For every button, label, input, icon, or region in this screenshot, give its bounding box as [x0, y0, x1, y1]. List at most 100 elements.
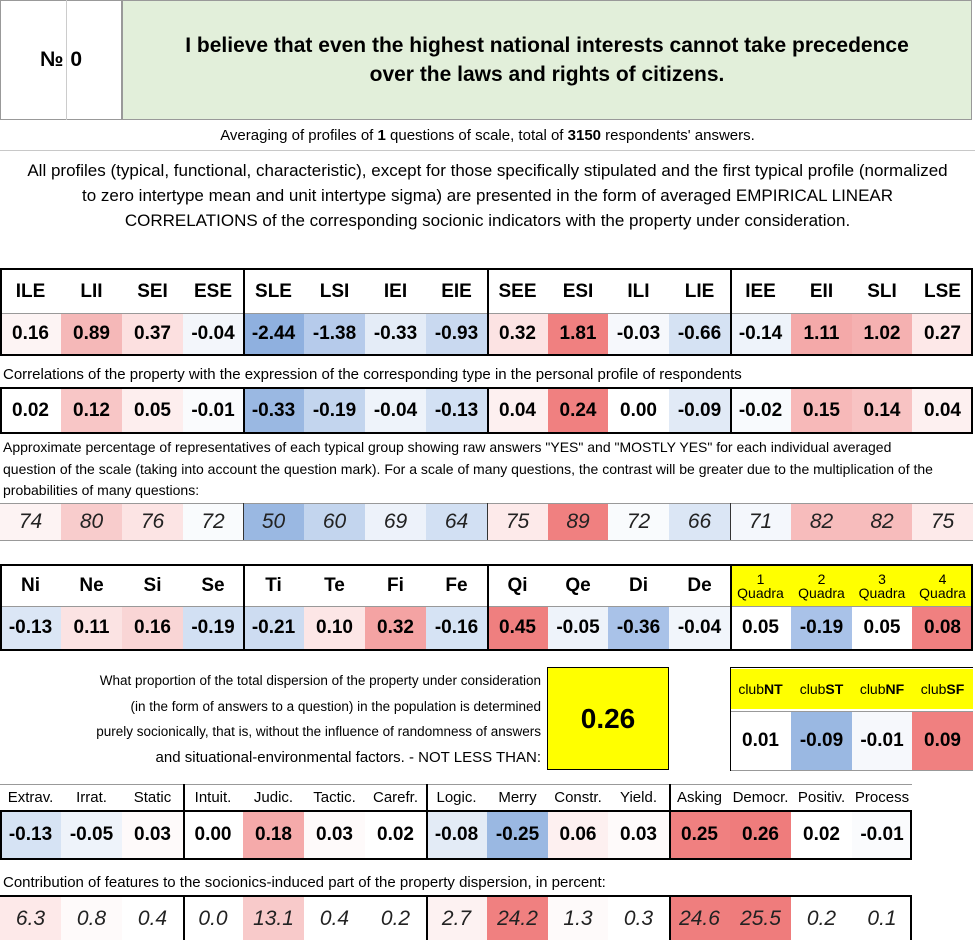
function-header: Di — [629, 575, 648, 596]
dispersion-line-1: What proportion of the total dispersion … — [99, 673, 541, 688]
averaging-suffix: respondents' answers. — [601, 127, 755, 144]
trait-value: 0.00 — [183, 812, 243, 858]
percentage-value: 75 — [487, 504, 548, 540]
dispersion-line-3: purely socionically, that is, without th… — [96, 724, 541, 739]
trait-header: Irrat. — [76, 788, 107, 806]
percentage-value: 72 — [183, 504, 243, 540]
trait-value: 0.03 — [304, 812, 365, 858]
correlation-value: 0.02 — [0, 389, 61, 432]
rule — [243, 268, 245, 354]
percentage-value: 82 — [791, 504, 852, 540]
type-value: -1.38 — [304, 314, 365, 354]
trait-value: 0.02 — [791, 812, 852, 858]
contribution-value: 0.4 — [304, 897, 365, 940]
function-value: 0.16 — [122, 607, 183, 649]
trait-header: Static — [133, 788, 172, 806]
correlation-value: 0.24 — [548, 389, 608, 432]
rule — [0, 784, 912, 785]
function-value: -0.21 — [243, 607, 304, 649]
trait-header: Constr. — [554, 788, 602, 806]
averaging-prefix: Averaging of profiles of — [220, 127, 378, 144]
type-value: -2.44 — [243, 314, 304, 354]
rule — [971, 564, 973, 651]
averaging-line: Averaging of profiles of 1 questions of … — [0, 124, 975, 148]
quadra-header: 2 Quadra — [791, 566, 852, 606]
function-value: 0.32 — [365, 607, 426, 649]
rule — [183, 895, 185, 940]
rule — [426, 895, 428, 940]
type-header: SLE — [255, 281, 292, 302]
rule — [487, 387, 489, 434]
club-header: club SF — [912, 669, 973, 709]
trait-header: Democr. — [732, 788, 789, 806]
rule — [0, 810, 912, 812]
rule — [669, 895, 671, 940]
contribution-value: 0.3 — [608, 897, 669, 940]
rule — [0, 387, 973, 389]
quadra-header: 3 Quadra — [852, 566, 912, 606]
type-value: 1.11 — [791, 314, 852, 354]
rule — [730, 268, 732, 354]
rule — [0, 564, 2, 651]
trait-value: -0.25 — [487, 812, 548, 858]
club-prefix: club — [738, 681, 764, 697]
type-header: ESE — [193, 281, 233, 302]
type-value: 0.16 — [0, 314, 61, 354]
trait-value: -0.01 — [852, 812, 912, 858]
contribution-value: 0.0 — [183, 897, 243, 940]
rule — [730, 503, 731, 540]
trait-value: 0.02 — [365, 812, 426, 858]
rule — [0, 387, 2, 434]
percentage-value: 66 — [669, 504, 730, 540]
club-name: NF — [885, 681, 905, 697]
trait-value: -0.05 — [61, 812, 122, 858]
quadra-number: 3 — [878, 571, 886, 587]
type-header: LIE — [684, 281, 715, 302]
correlation-value: -0.19 — [304, 389, 365, 432]
correlation-value: 0.12 — [61, 389, 122, 432]
rule — [0, 540, 973, 541]
rule — [730, 667, 973, 668]
type-value: -0.03 — [608, 314, 669, 354]
rule — [0, 268, 2, 354]
function-header: Te — [324, 575, 345, 596]
quadra-value: -0.19 — [791, 607, 852, 649]
rule — [669, 784, 671, 860]
contribution-value: 2.7 — [426, 897, 487, 940]
correlation-value: 0.04 — [487, 389, 548, 432]
trait-header: Merry — [498, 788, 537, 806]
type-header: EIE — [441, 281, 472, 302]
number-label: № — [39, 48, 64, 71]
club-value: 0.01 — [730, 712, 791, 770]
correlation-value: -0.04 — [365, 389, 426, 432]
rule — [0, 432, 973, 434]
percentage-value: 75 — [912, 504, 973, 540]
contribution-value: 0.2 — [365, 897, 426, 940]
quadra-value: 0.08 — [912, 607, 973, 649]
quadra-value: 0.05 — [852, 607, 912, 649]
quadra-value: 0.05 — [730, 607, 791, 649]
correlation-value: -0.01 — [183, 389, 243, 432]
rule — [0, 858, 912, 860]
type-value: 0.37 — [122, 314, 183, 354]
rule — [243, 387, 245, 434]
type-header: SEE — [498, 281, 537, 302]
type-value: -0.93 — [426, 314, 487, 354]
trait-header: Extrav. — [7, 788, 54, 806]
function-header: Fe — [445, 575, 468, 596]
function-header: Fi — [387, 575, 404, 596]
percentage-value: 89 — [548, 504, 608, 540]
trait-header: Judic. — [253, 788, 294, 806]
type-header: EII — [809, 281, 834, 302]
percentage-value: 82 — [852, 504, 912, 540]
quadra-word: Quadra — [737, 585, 784, 601]
rule — [183, 784, 185, 860]
correlation-value: -0.09 — [669, 389, 730, 432]
rule — [0, 606, 973, 607]
quadra-number: 1 — [756, 571, 765, 587]
rule — [0, 354, 973, 356]
contribution-value: 24.2 — [487, 897, 548, 940]
type-value: 1.02 — [852, 314, 912, 354]
correlations-caption: Correlations of the property with the ex… — [3, 366, 742, 383]
trait-value: -0.08 — [426, 812, 487, 858]
